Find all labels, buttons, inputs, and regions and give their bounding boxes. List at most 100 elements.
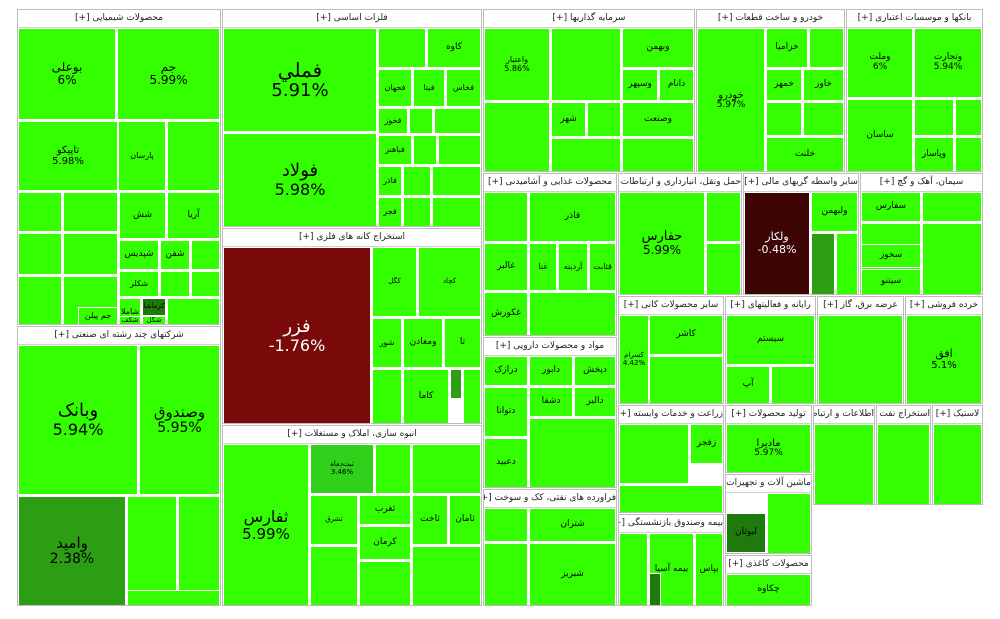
tile-unlabeled[interactable] [933,424,982,504]
tile-unlabeled[interactable] [432,197,481,226]
sector-header[interactable]: حمل ونقل، انبارداری و ارتباطات [+] [619,174,741,192]
tile-3-5[interactable]: تا [444,318,481,368]
tile-2-6[interactable]: فخوز [378,108,408,134]
tile-16-3[interactable]: دتوانا [484,387,528,437]
sector-10[interactable]: سایر واسطه گریهای مالی [+] ولکار -0.48% ولب… [743,173,859,295]
sector-24[interactable]: استخراج نفت [+] [876,405,931,505]
tile-6-3[interactable]: خاور [803,69,844,101]
tile-unlabeled[interactable] [649,573,661,605]
tile-11-0[interactable]: سفارس [861,192,921,222]
tile-3-0[interactable]: فزر -1.76% [223,247,371,423]
tile-2-4[interactable]: فیتا [413,69,445,107]
sector-2[interactable]: فلزات اساسی [+] فملي 5.91% فولاد 5.98% کاوه فج… [222,9,482,227]
tile-16-1[interactable]: دابور [529,356,573,386]
tile-21-0[interactable]: لبوتان [726,513,766,553]
tile-4-0[interactable]: ثفارس 5.99% [223,444,309,605]
tile-unlabeled[interactable] [619,533,648,605]
tile-unlabeled[interactable] [955,137,982,171]
tile-2-7[interactable]: فباهنر [378,135,412,165]
tile-unlabeled[interactable] [922,192,982,222]
tile-6-1[interactable]: خزامیا [766,28,808,68]
tile-unlabeled[interactable] [706,192,741,242]
tile-unlabeled[interactable] [191,240,220,270]
tile-unlabeled[interactable] [63,192,118,232]
tile-unlabeled[interactable] [529,418,616,487]
tile-10-1[interactable]: ولبهمن [811,192,858,232]
tile-unlabeled[interactable] [922,223,982,294]
sector-header[interactable]: لاستیک [+] [933,406,982,424]
sector-25[interactable]: لاستیک [+] [932,405,983,505]
tile-12-0[interactable]: کاشر [649,315,723,355]
tile-15-0[interactable]: افق 5.1% [906,315,982,403]
tile-unlabeled[interactable] [167,121,220,191]
tile-6-0[interactable]: خودرو 5.97% [697,28,765,171]
tile-13-0[interactable]: سیستم [726,315,815,365]
tile-11-2[interactable]: سخوز [861,244,921,268]
sector-header[interactable]: فراورده های نفتی، کک و سوخت [+] [484,490,616,508]
tile-unlabeled[interactable] [63,233,118,275]
tile-1-2[interactable]: وامید 2.38% [18,496,126,605]
tile-unlabeled[interactable] [551,28,621,101]
tile-4-1[interactable]: ثبت‌دماه 3.46% [310,444,374,494]
tile-6-2[interactable]: خمهر [766,69,802,101]
tile-19-1[interactable]: شبریز [529,543,616,605]
tile-unlabeled[interactable] [811,233,835,294]
tile-7-2[interactable]: ساسان [847,99,913,171]
tile-0-0[interactable]: بوعلی 6% [18,28,116,120]
tile-8-4[interactable]: قثابت [589,243,616,291]
tile-unlabeled[interactable] [127,590,220,605]
tile-2-9[interactable]: فجر [378,197,402,226]
tile-unlabeled[interactable] [463,369,481,423]
tile-unlabeled[interactable] [484,543,528,605]
tile-4-4[interactable]: ثاخت [412,495,448,545]
tile-1-0[interactable]: وبانک 5.94% [18,345,138,495]
tile-unlabeled[interactable] [375,444,411,494]
tile-2-0[interactable]: فملي 5.91% [223,28,377,132]
tile-3-4[interactable]: ومعادن [403,318,443,368]
sector-8[interactable]: محصولات غذایی و آشامیدنی [+] قاذر غالبر غنا… [483,173,617,336]
tile-16-0[interactable]: درازک [484,356,528,386]
tile-unlabeled[interactable] [127,496,177,605]
tile-7-3[interactable]: وپاسار [914,137,954,171]
sector-header[interactable]: شرکتهای چند رشته ای صنعتی [+] [18,327,220,345]
sector-header[interactable]: استخراج کانه های فلزی [+] [223,229,481,247]
tile-0-7[interactable]: شفن [160,240,190,270]
sector-header[interactable]: رایانه و فعالیتهای [+] [726,297,815,315]
sector-header[interactable]: سیمان، آهک و گچ [+] [861,174,982,192]
tile-unlabeled[interactable] [403,166,431,196]
sector-header[interactable]: استخراج نفت [+] [877,406,930,424]
tile-unlabeled[interactable] [818,315,903,403]
sector-6[interactable]: خودرو و ساخت قطعات [+] خودرو 5.97% خزامیا خم… [696,9,845,172]
tile-unlabeled[interactable] [438,135,481,165]
sector-header[interactable]: سایر واسطه گریهای مالی [+] [744,174,858,192]
tile-0-8[interactable]: شکلر [119,271,159,297]
tile-1-1[interactable]: وصندوق 5.95% [139,345,220,495]
tile-unlabeled[interactable] [450,369,462,399]
sector-header[interactable]: خرده فروشی [+] [906,297,982,315]
tile-8-2[interactable]: غنا [529,243,557,291]
tile-unlabeled[interactable] [409,108,433,134]
tile-18-0[interactable]: مادیرا 5.97% [726,424,811,472]
tile-0-3[interactable]: پارسان [118,121,166,191]
sector-header[interactable]: بانکها و موسسات اعتباری [+] [847,10,982,28]
tile-4-2[interactable]: ثشرق [310,495,358,545]
tile-10-0[interactable]: ولکار -0.48% [744,192,810,294]
sector-3[interactable]: استخراج کانه های فلزی [+] فزر -1.76% کگل کچا… [222,228,482,424]
tile-unlabeled[interactable] [412,546,481,605]
tile-unlabeled[interactable] [432,166,481,196]
tile-5-4[interactable]: شهر [551,102,586,137]
tile-20-1[interactable]: بپاس [695,533,723,605]
tile-22-0[interactable]: چکاوه [726,574,811,605]
tile-11-3[interactable]: سیتنو [861,269,921,294]
tile-unlabeled[interactable] [529,292,616,335]
tile-2-3[interactable]: فجهان [378,69,412,107]
tile-unlabeled[interactable] [587,102,621,137]
tile-unlabeled[interactable] [767,493,811,553]
sector-14[interactable]: عرضه برق، گاز [+] [817,296,904,404]
tile-4-3[interactable]: ثغرب [359,495,411,525]
sector-header[interactable]: عرضه برق، گاز [+] [818,297,903,315]
tile-16-4[interactable]: دشفا [529,387,573,417]
sector-11[interactable]: سیمان، آهک و گچ [+]سفارسسبزواسخوزسیتنو [860,173,983,295]
tile-7-1[interactable]: وتجارت 5.94% [914,28,982,98]
sector-header[interactable]: محصولات غذایی و آشامیدنی [+] [484,174,616,192]
